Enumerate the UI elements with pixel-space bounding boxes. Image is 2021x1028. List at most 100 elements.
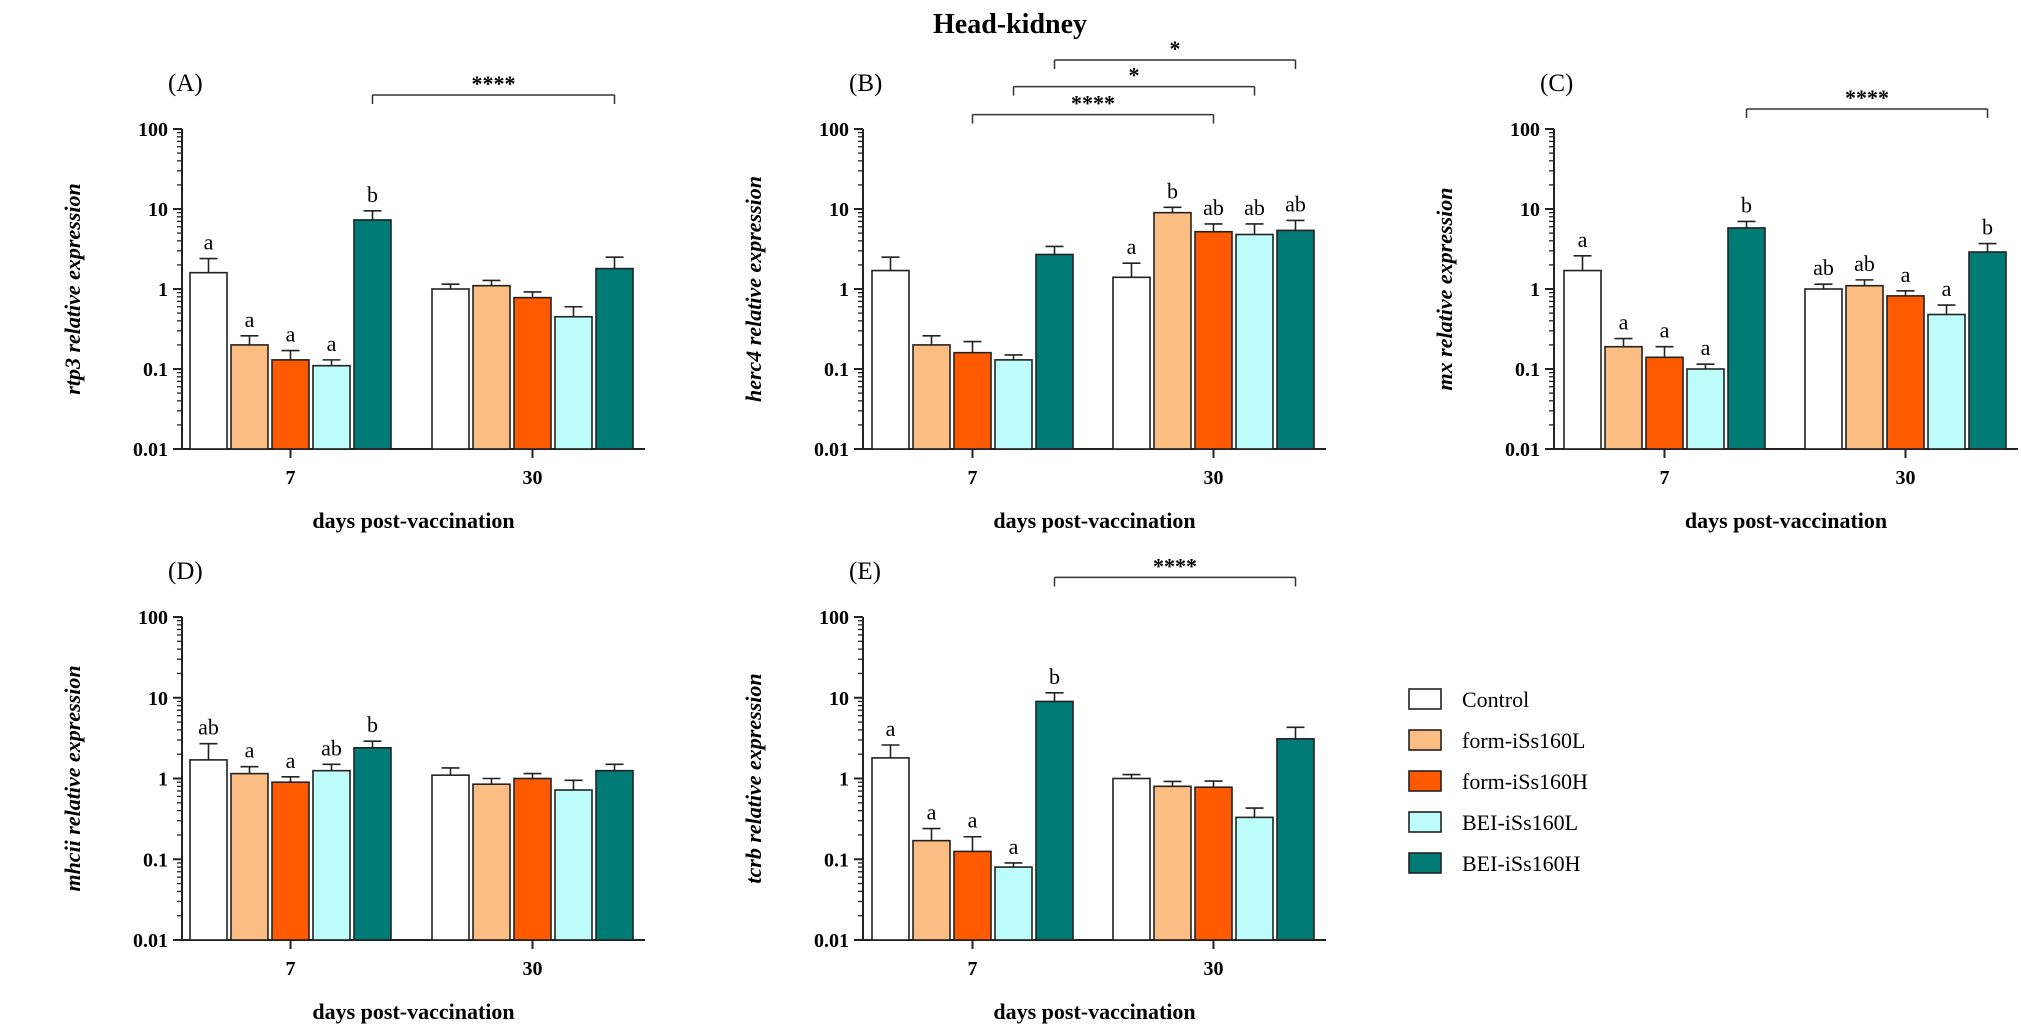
bar — [271, 359, 310, 450]
significance-letter: a — [968, 808, 978, 833]
significance-letter: ab — [1813, 255, 1834, 280]
x-tick-label: 30 — [1204, 467, 1224, 489]
y-tick-label: 10 — [1520, 199, 1540, 221]
y-tick-label: 0.1 — [143, 849, 168, 871]
legend-label: form-iSs160H — [1462, 769, 1588, 794]
bar — [189, 759, 228, 941]
y-tick-label: 0.1 — [824, 359, 849, 381]
bar — [953, 850, 992, 941]
bar — [1112, 777, 1151, 941]
bar — [312, 364, 351, 450]
bar — [230, 344, 269, 450]
significance-letter: a — [1578, 227, 1588, 252]
bar — [1276, 229, 1315, 450]
bar — [1153, 211, 1192, 450]
bar — [431, 774, 470, 941]
bar — [1035, 700, 1074, 941]
significance-stars: **** — [1153, 553, 1197, 578]
significance-stars: * — [1170, 36, 1181, 61]
x-tick-label: 7 — [968, 467, 978, 489]
bar — [1604, 345, 1643, 450]
y-axis-title-rest: relative expression — [741, 176, 766, 351]
y-axis-title: tcrb relative expression — [741, 673, 766, 883]
bar — [1112, 276, 1151, 450]
significance-letter: a — [327, 331, 337, 356]
y-tick-label: 0.01 — [133, 439, 168, 461]
significance-letter: a — [286, 748, 296, 773]
panel-label: (C) — [1540, 70, 1573, 97]
x-tick-label: 7 — [968, 958, 978, 980]
y-axis-title-gene: herc4 — [741, 351, 766, 402]
bar — [871, 269, 910, 450]
bar — [912, 839, 951, 941]
bar — [230, 772, 269, 941]
significance-letter: a — [1942, 276, 1952, 301]
bar — [554, 315, 593, 450]
bar — [871, 757, 910, 941]
significance-letter: a — [1701, 335, 1711, 360]
bar — [1927, 313, 1966, 450]
y-axis-title: herc4 relative expression — [741, 176, 766, 402]
significance-letter: b — [1049, 664, 1060, 689]
y-tick-label: 100 — [138, 607, 168, 629]
y-tick-label: 1 — [158, 769, 168, 791]
bar — [271, 781, 310, 941]
bar — [1886, 295, 1925, 450]
bar — [353, 219, 392, 450]
bar — [1686, 368, 1725, 450]
significance-stars: **** — [472, 71, 516, 96]
y-axis-title-gene: tcrb — [741, 848, 766, 883]
bar — [513, 777, 552, 941]
bar — [595, 267, 634, 450]
significance-letter: ab — [1285, 191, 1306, 216]
significance-letter: a — [1619, 310, 1629, 335]
bar — [472, 284, 511, 450]
panel-label: (B) — [849, 70, 882, 97]
legend-swatch — [1408, 770, 1442, 792]
x-tick-label: 30 — [1896, 467, 1916, 489]
bar — [1194, 230, 1233, 450]
bar — [472, 783, 511, 941]
significance-letter: b — [1741, 192, 1752, 217]
significance-letter: a — [1127, 234, 1137, 259]
legend-label: Control — [1462, 687, 1529, 712]
legend-swatch — [1408, 688, 1442, 710]
x-tick-label: 7 — [286, 958, 296, 980]
y-axis-title-rest: relative expression — [60, 183, 85, 358]
y-tick-label: 100 — [1510, 119, 1540, 141]
y-axis-title-rest: relative expression — [60, 665, 85, 840]
y-tick-label: 0.01 — [133, 930, 168, 952]
y-tick-label: 0.1 — [824, 849, 849, 871]
legend-swatch — [1408, 729, 1442, 751]
legend-label: form-iSs160L — [1462, 728, 1585, 753]
bar — [312, 769, 351, 941]
bar — [994, 359, 1033, 450]
bar — [1194, 786, 1233, 941]
y-tick-label: 0.01 — [1505, 439, 1540, 461]
x-tick-label: 30 — [523, 958, 543, 980]
panel-label: (D) — [168, 558, 203, 585]
y-axis-title: mx relative expression — [1432, 188, 1457, 391]
y-axis-title-gene: mx — [1432, 362, 1457, 390]
significance-letter: ab — [1203, 195, 1224, 220]
chart-panel-c: (C) 0.01 0.1 1 10 100 7 30 days post-vaccination… — [1432, 70, 2018, 533]
bar — [1845, 284, 1884, 450]
y-axis-title-rest: relative expression — [741, 673, 766, 848]
bar — [353, 746, 392, 941]
bar — [189, 271, 228, 450]
significance-letter: ab — [1854, 251, 1875, 276]
significance-letter: a — [204, 230, 214, 255]
y-axis-title-gene: rtp3 — [60, 358, 85, 395]
significance-letter: ab — [198, 715, 219, 740]
significance-letter: b — [367, 182, 378, 207]
significance-letter: a — [245, 738, 255, 763]
significance-letter: a — [1009, 834, 1019, 859]
bar — [953, 351, 992, 450]
bar — [1235, 233, 1274, 450]
x-tick-label: 7 — [1660, 467, 1670, 489]
y-tick-label: 10 — [829, 688, 849, 710]
y-axis-title: mhcii relative expression — [60, 665, 85, 891]
bar — [513, 296, 552, 450]
legend-label: BEI-iSs160L — [1462, 810, 1578, 835]
